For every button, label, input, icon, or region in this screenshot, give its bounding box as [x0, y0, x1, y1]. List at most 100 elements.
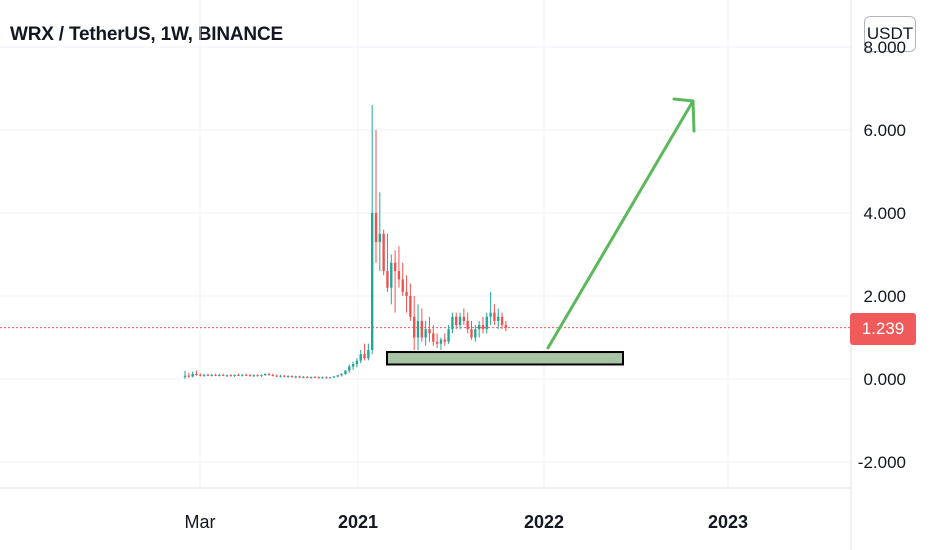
grid-lines [0, 0, 851, 488]
candle-body [390, 262, 393, 288]
candle-body [256, 375, 259, 377]
candle-body [351, 364, 355, 367]
arrow-shaft [546, 99, 695, 350]
candle-body [187, 375, 191, 377]
candle-body [428, 329, 431, 334]
candle-body [248, 375, 252, 377]
candle-body [225, 375, 229, 377]
candle-body [309, 376, 313, 378]
y-tick-label: 6.000 [863, 121, 906, 140]
candle-body [363, 354, 366, 359]
chart-title: WRX / TetherUS, 1W, BINANCE [10, 24, 283, 45]
support-zone-rectangle[interactable] [386, 351, 624, 366]
candle-body [321, 377, 324, 379]
candle-body [481, 325, 485, 330]
candle-body [210, 374, 213, 376]
candle-body [393, 262, 397, 272]
candle-body [306, 376, 309, 378]
candle-body [195, 374, 198, 376]
candle-body [214, 374, 217, 376]
y-tick-label: 0.000 [863, 370, 906, 389]
candle-body [241, 374, 244, 376]
candle-body [405, 291, 408, 296]
x-axis-ticks: Mar 2021 2022 2023 [185, 512, 749, 532]
candle-body [332, 376, 336, 378]
candle-body [275, 375, 278, 377]
y-tick-label: -2.000 [858, 453, 906, 472]
candle-body [271, 374, 275, 376]
arrow-head [672, 97, 696, 133]
y-axis-ticks: -2.000 0.000 2.000 4.000 6.000 8.000 [858, 38, 906, 472]
candle-body [435, 341, 439, 344]
candle-body [325, 377, 328, 379]
candle-body [458, 316, 462, 326]
candle-body [313, 376, 317, 378]
candle-body [424, 329, 427, 338]
candle-body [336, 375, 339, 377]
candle-body [378, 233, 382, 243]
candle-body [340, 374, 343, 376]
candle-body [447, 329, 450, 342]
candle-body [397, 271, 401, 280]
y-tick-label: 8.000 [863, 38, 906, 57]
x-tick-label: 2022 [524, 512, 564, 532]
candle-body [382, 233, 385, 272]
candle-body [252, 375, 255, 377]
candle-body [233, 374, 236, 376]
candle-body [290, 376, 294, 378]
candle-body [218, 374, 221, 376]
candle-body [260, 374, 263, 376]
candle-body [370, 213, 374, 350]
currency-unit-button[interactable]: USDT [864, 16, 916, 52]
candle-body [298, 376, 301, 378]
candle-body [466, 320, 469, 330]
candle-body [367, 349, 370, 359]
candle-body [504, 325, 508, 328]
candle-body [493, 312, 496, 321]
candle-body [474, 329, 477, 338]
candle-body [470, 329, 473, 338]
candle-body [413, 316, 416, 338]
candle-body [229, 375, 233, 377]
candle-body [497, 316, 500, 321]
candle-body [206, 374, 210, 376]
candle-body [283, 375, 286, 377]
candle-body [344, 370, 347, 375]
candle-body [439, 339, 443, 344]
candle-body [485, 316, 488, 330]
candle-body [455, 316, 458, 326]
candle-body [359, 354, 362, 361]
candles [183, 105, 508, 379]
candle-body [374, 213, 378, 243]
candle-body [294, 376, 297, 378]
candle-body [401, 279, 404, 292]
x-tick-label: Mar [185, 512, 216, 532]
candle-body [386, 271, 389, 288]
candle-body [267, 374, 271, 376]
candle-body [222, 374, 225, 376]
candle-body [317, 377, 320, 379]
candle-body [420, 320, 424, 338]
projection-arrow[interactable] [546, 97, 696, 350]
candle-body [451, 316, 454, 330]
candle-body [286, 376, 290, 378]
candle-body [244, 374, 248, 376]
y-tick-label: 4.000 [863, 204, 906, 223]
candle-body [279, 375, 282, 377]
x-tick-label: 2023 [708, 512, 748, 532]
candle-body [191, 374, 194, 377]
candle-body [328, 377, 332, 379]
candle-body [500, 316, 504, 326]
candle-body [416, 320, 420, 338]
candle-body [477, 325, 481, 330]
candle-body [432, 333, 435, 342]
candle-body [302, 376, 305, 378]
candle-body [462, 316, 466, 321]
candle-body [409, 296, 412, 317]
candle-body [183, 375, 187, 377]
y-tick-label: 2.000 [863, 287, 906, 306]
last-price-tag: 1.239 [850, 313, 916, 345]
candle-body [264, 374, 267, 376]
candle-body [348, 366, 351, 371]
